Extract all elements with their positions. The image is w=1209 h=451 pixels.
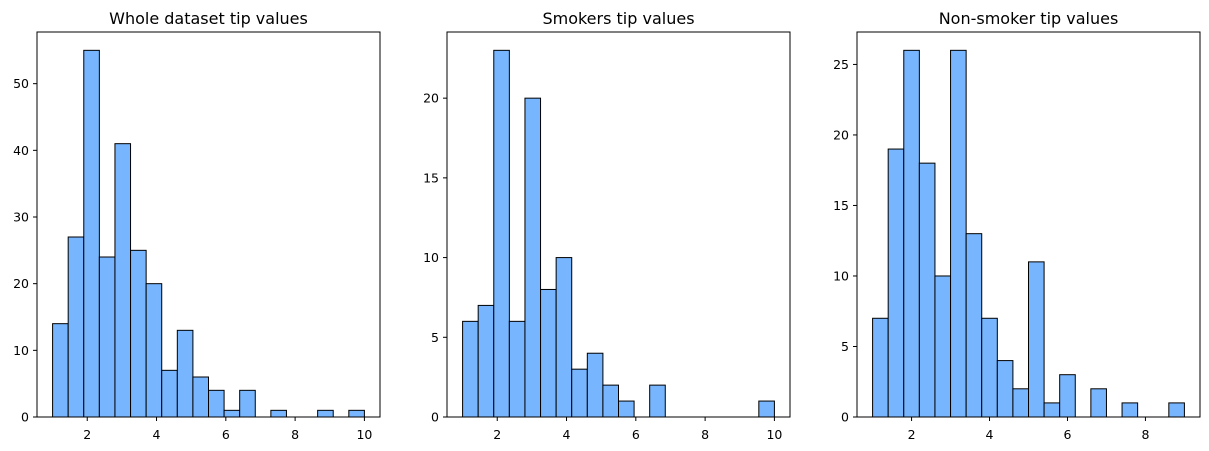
histogram-bar — [145, 283, 163, 418]
y-tick-label: 10 — [13, 343, 29, 358]
axes-frame — [856, 31, 1201, 418]
histogram-bar — [934, 275, 952, 418]
y-tick-label: 0 — [841, 410, 849, 425]
chart-title: Whole dataset tip values — [109, 9, 308, 28]
histogram-bar — [981, 317, 998, 418]
histogram-bar — [508, 320, 526, 418]
histogram-bar — [1043, 402, 1061, 418]
x-tick-label: 8 — [701, 427, 709, 442]
histogram-bar — [950, 49, 967, 418]
y-tick-label: 5 — [841, 339, 849, 354]
histogram-bar — [758, 400, 775, 418]
y-tick-label: 20 — [423, 91, 439, 106]
x-tick-label: 10 — [766, 427, 782, 442]
y-tick-label: 15 — [423, 170, 439, 185]
x-tick-label: 8 — [291, 427, 299, 442]
histogram-bar — [1012, 388, 1029, 418]
y-tick-label: 50 — [13, 76, 29, 91]
histogram-bar — [114, 143, 132, 418]
histogram-bar — [130, 249, 147, 418]
histogram-bar — [348, 409, 365, 418]
histogram-bar — [67, 236, 85, 418]
histogram-bar — [176, 329, 194, 418]
histogram-bar — [555, 257, 573, 418]
histogram-bar — [317, 409, 334, 418]
y-tick-label: 15 — [833, 198, 849, 213]
x-tick-label: 6 — [222, 427, 230, 442]
axes-frame — [446, 31, 791, 418]
histogram-bar — [161, 369, 178, 418]
x-tick-label: 2 — [493, 427, 501, 442]
histogram-bar — [524, 97, 542, 418]
histogram-bar — [208, 389, 225, 418]
histogram-bar — [571, 368, 588, 418]
histogram-bar — [1090, 388, 1107, 418]
x-tick-label: 2 — [83, 427, 91, 442]
histogram-bar — [1168, 402, 1185, 418]
histogram-bar — [223, 409, 241, 418]
x-tick-label: 4 — [563, 427, 571, 442]
histogram-bar — [903, 49, 920, 418]
x-tick-label: 10 — [356, 427, 372, 442]
x-tick-label: 4 — [986, 427, 994, 442]
histogram-bar — [477, 304, 495, 418]
histogram-bar — [270, 409, 287, 418]
x-tick-label: 4 — [153, 427, 161, 442]
histogram-bar — [540, 288, 557, 418]
histogram-bar — [872, 317, 889, 418]
axes-frame — [36, 31, 381, 418]
y-tick-label: 0 — [431, 410, 439, 425]
chart-panel-non-smokers: Non-smoker tip values 2 4 6 8 0 5 10 15 20 25 — [833, 9, 1201, 442]
histogram-bar — [887, 148, 905, 418]
y-tick-label: 25 — [833, 57, 849, 72]
x-tick-label: 2 — [908, 427, 916, 442]
histogram-bar — [918, 162, 936, 418]
histogram-bar — [1028, 261, 1045, 418]
histogram-bar — [618, 400, 635, 418]
chart-panel-smokers: Smokers tip values 2 4 6 8 10 0 5 10 15 20 — [423, 9, 791, 442]
histogram-bar — [586, 352, 604, 418]
histogram-bar — [996, 360, 1014, 418]
x-tick-label: 6 — [1064, 427, 1072, 442]
histogram-bar — [98, 256, 116, 418]
histogram-bar — [192, 376, 210, 418]
histogram-bar — [493, 49, 510, 418]
y-tick-label: 20 — [13, 276, 29, 291]
chart-title: Non-smoker tip values — [939, 9, 1119, 28]
histogram-bar — [602, 384, 619, 418]
y-tick-label: 30 — [13, 210, 29, 225]
x-tick-label: 6 — [632, 427, 640, 442]
chart-panel-whole-dataset: Whole dataset tip values 2 4 6 8 10 0 10 20 30 40… — [13, 9, 381, 442]
histogram-bar — [649, 384, 666, 418]
y-tick-label: 40 — [13, 143, 29, 158]
y-tick-label: 10 — [833, 268, 849, 283]
y-tick-label: 20 — [833, 127, 849, 142]
histogram-bar — [1059, 374, 1076, 418]
histogram-bar — [1121, 402, 1139, 418]
histogram-bar — [965, 233, 983, 418]
histogram-bar — [52, 323, 69, 418]
chart-title: Smokers tip values — [542, 9, 694, 28]
histogram-bar — [462, 320, 479, 418]
x-tick-label: 8 — [1141, 427, 1149, 442]
histogram-bar — [83, 49, 100, 418]
y-tick-label: 10 — [423, 250, 439, 265]
histogram-bar — [239, 389, 256, 418]
y-tick-label: 0 — [21, 410, 29, 425]
y-tick-label: 5 — [431, 330, 439, 345]
